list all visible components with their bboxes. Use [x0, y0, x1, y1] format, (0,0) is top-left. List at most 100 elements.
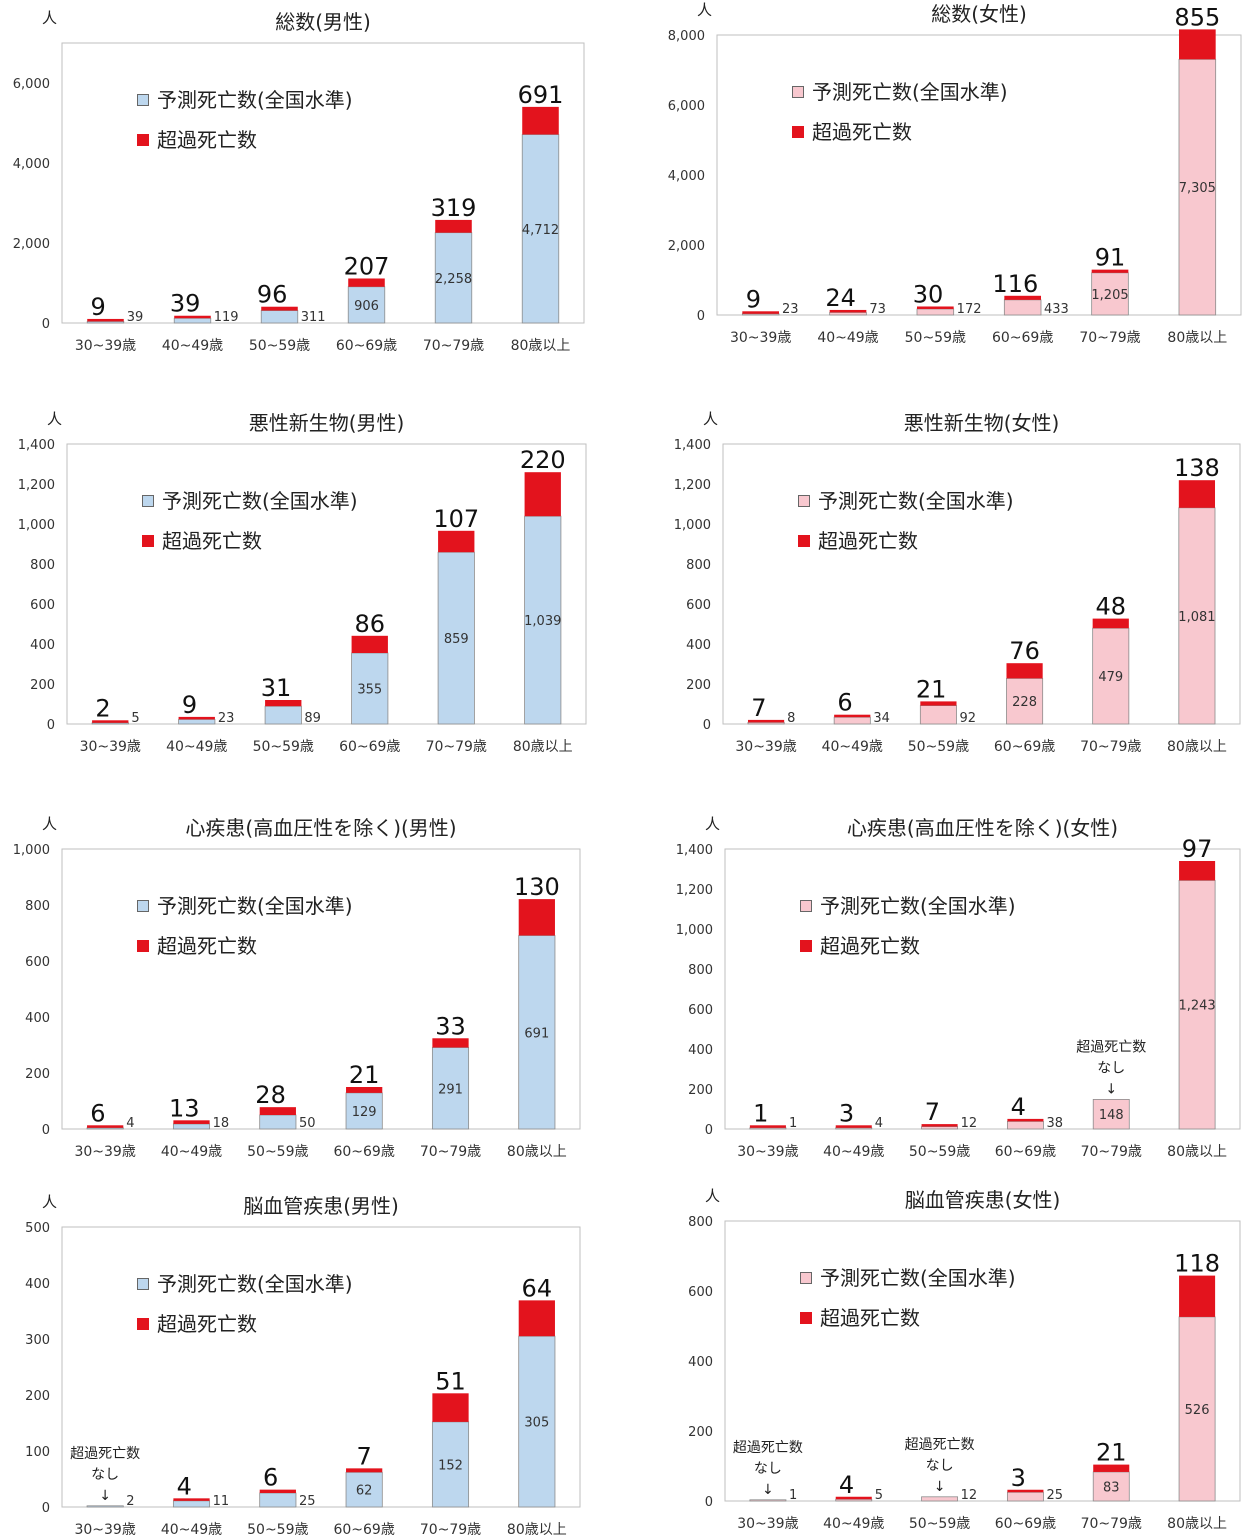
y-tick-label: 2,000: [668, 239, 705, 254]
predicted-value-label: 148: [1099, 1108, 1124, 1123]
bar-excess: [174, 315, 211, 319]
chart-title: 総数(男性): [275, 10, 371, 34]
legend-label: 超過死亡数: [157, 128, 257, 152]
predicted-value-label: 1,081: [1178, 610, 1215, 625]
bar-excess: [87, 318, 124, 322]
bar-predicted: [524, 515, 562, 725]
no-excess-annotation: 超過死亡数: [1076, 1039, 1146, 1055]
plot-area: [724, 1220, 1241, 1502]
predicted-value-label: 34: [873, 711, 890, 726]
bar-excess: [518, 1300, 555, 1337]
y-unit-label: 人: [705, 1187, 721, 1205]
legend-label: 予測死亡数(全国水準): [820, 894, 1016, 918]
chart-legend: 予測死亡数(全国水準) 超過死亡数: [798, 481, 1014, 561]
y-tick-label: 8,000: [668, 29, 705, 44]
x-category-label: 70~79歳: [423, 338, 484, 354]
y-unit-label: 人: [703, 410, 719, 428]
predicted-value-label: 50: [299, 1116, 316, 1131]
predicted-value-label: 906: [354, 299, 379, 314]
y-tick-label: 800: [30, 558, 55, 573]
legend-swatch-predicted: [142, 495, 154, 507]
predicted-value-label: 4: [875, 1116, 883, 1131]
bar-excess: [829, 309, 867, 313]
legend-label: 超過死亡数: [818, 529, 918, 553]
predicted-value-label: 2,258: [435, 272, 472, 287]
legend-swatch-excess: [137, 1318, 149, 1330]
bar-predicted: [521, 134, 560, 324]
chart-panel-heart-male: 0 200 400 600 800 1,000 4 6 30~39歳 18 13 40~49歳 50 28…: [0, 0, 620, 1170]
predicted-value-label: 1,243: [1178, 999, 1215, 1014]
excess-value-label: 97: [1182, 835, 1213, 863]
bar-excess: [1093, 1464, 1130, 1472]
bar-excess: [259, 1489, 296, 1493]
y-unit-label: 人: [705, 815, 721, 833]
bar-excess: [173, 1498, 210, 1501]
y-tick-label: 500: [25, 1221, 50, 1236]
legend-label: 予測死亡数(全国水準): [818, 489, 1014, 513]
x-category-label: 30~39歳: [74, 1144, 135, 1160]
excess-value-label: 30: [913, 280, 944, 308]
x-category-label: 60~69歳: [333, 1522, 394, 1537]
bar-predicted: [1092, 627, 1130, 725]
y-tick-label: 1,400: [18, 438, 55, 453]
legend-swatch-excess: [137, 940, 149, 952]
excess-value-label: 33: [435, 1012, 466, 1040]
y-tick-label: 200: [25, 1067, 50, 1082]
bar-predicted: [518, 935, 556, 1130]
bar-excess: [742, 311, 780, 314]
predicted-value-label: 5: [875, 1488, 883, 1503]
x-category-label: 70~79歳: [420, 1522, 481, 1537]
y-tick-label: 1,200: [674, 478, 711, 493]
predicted-value-label: 172: [957, 302, 982, 317]
no-excess-annotation: ↓: [99, 1488, 111, 1504]
chart-title: 脳血管疾患(男性): [243, 1194, 399, 1218]
y-tick-label: 0: [697, 309, 705, 324]
bar-excess: [438, 530, 475, 553]
excess-value-label: 3: [839, 1099, 854, 1127]
y-tick-label: 1,000: [18, 518, 55, 533]
legend-item-excess: 超過死亡数: [142, 521, 358, 561]
x-category-label: 50~59歳: [249, 338, 310, 354]
excess-value-label: 1: [753, 1099, 768, 1127]
bar-excess: [1091, 269, 1129, 273]
x-category-label: 70~79歳: [1081, 1144, 1142, 1160]
excess-value-label: 220: [520, 446, 566, 474]
bar-predicted: [431, 1421, 470, 1508]
excess-value-label: 7: [357, 1442, 372, 1470]
no-excess-annotation: ↓: [762, 1482, 774, 1498]
predicted-value-label: 1,039: [524, 614, 561, 629]
chart-legend: 予測死亡数(全国水準) 超過死亡数: [142, 481, 358, 561]
y-tick-label: 800: [688, 963, 713, 978]
bar-excess: [92, 720, 129, 723]
plot-area: [66, 443, 587, 725]
legend-label: 超過死亡数: [820, 1306, 920, 1330]
predicted-value-label: 305: [524, 1416, 549, 1431]
x-category-label: 40~49歳: [817, 330, 878, 346]
excess-value-label: 28: [255, 1081, 286, 1109]
bar-excess: [1004, 295, 1042, 300]
y-tick-label: 6,000: [668, 99, 705, 114]
predicted-value-label: 691: [524, 1026, 549, 1041]
chart-title: 心疾患(高血圧性を除く)(女性): [846, 816, 1119, 840]
excess-value-label: 6: [837, 689, 852, 717]
x-category-label: 40~49歳: [823, 1144, 884, 1160]
bar-predicted: [1178, 507, 1216, 725]
bar-predicted: [86, 1505, 124, 1508]
no-excess-annotation: 超過死亡数: [70, 1446, 140, 1462]
x-category-label: 80歳以上: [507, 1522, 567, 1537]
bar-excess: [921, 1124, 958, 1127]
y-tick-label: 200: [25, 1389, 50, 1404]
y-unit-label: 人: [42, 9, 58, 27]
excess-value-label: 9: [746, 285, 761, 313]
x-category-label: 80歳以上: [1167, 739, 1227, 755]
chart-title: 総数(女性): [931, 2, 1027, 26]
predicted-value-label: 25: [299, 1494, 316, 1509]
y-tick-label: 800: [25, 899, 50, 914]
predicted-value-label: 1,205: [1091, 288, 1128, 303]
excess-value-label: 24: [825, 284, 856, 312]
bar-predicted: [345, 1471, 383, 1508]
chart-panel-total-female: 0 2,000 4,000 6,000 8,000 23 9 30~39歳 73 24 40~49歳…: [0, 0, 1244, 362]
excess-value-label: 39: [170, 290, 201, 318]
legend-item-excess: 超過死亡数: [137, 1304, 353, 1344]
